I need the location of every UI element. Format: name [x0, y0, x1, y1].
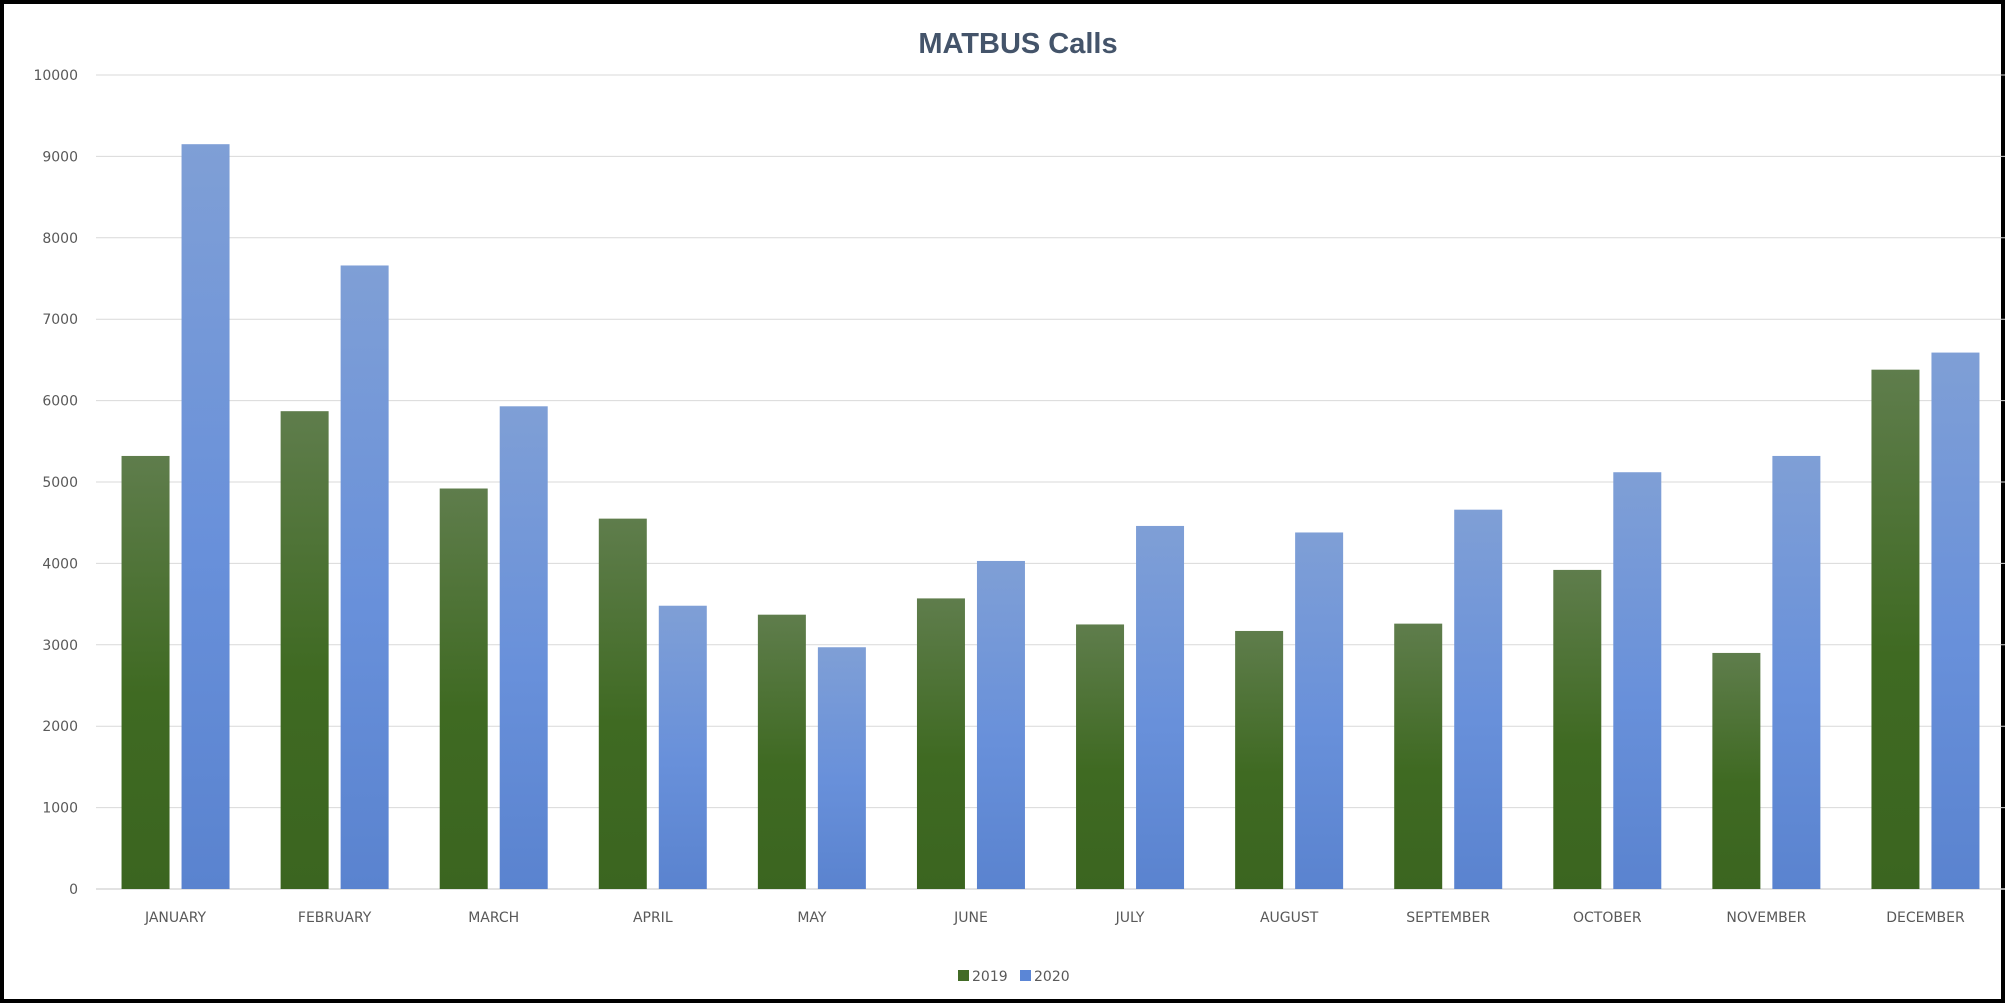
x-tick-label: JUNE [953, 910, 988, 926]
x-tick-label: NOVEMBER [1726, 910, 1806, 926]
x-axis: JANUARY FEBRUARY MARCH APRIL MAY JUNE JULY AUGU… [144, 910, 1965, 926]
bar-2020-december [1931, 352, 1980, 890]
bar-2019-march [439, 488, 488, 889]
y-tick-label: 6000 [42, 394, 78, 410]
legend-swatch-2019 [958, 970, 969, 981]
y-tick-label: 9000 [42, 149, 78, 165]
bar-2019-july [1076, 624, 1125, 889]
legend-label: 2020 [1034, 969, 1070, 985]
x-tick-label: OCTOBER [1573, 910, 1642, 926]
chart-title: MATBUS Calls [918, 28, 1117, 60]
bar-2020-july [1136, 525, 1185, 889]
bar-2020-august [1295, 532, 1344, 889]
y-tick-label: 0 [69, 882, 78, 898]
bar-2020-june [976, 560, 1025, 889]
bar-2020-may [817, 647, 866, 889]
y-tick-label: 5000 [42, 475, 78, 491]
bar-2020-february [340, 265, 389, 889]
bar-2020-november [1772, 455, 1821, 889]
bar-2020-october [1613, 472, 1662, 889]
x-tick-label: JULY [1115, 910, 1145, 926]
bar-2019-october [1553, 569, 1602, 889]
x-tick-label: APRIL [633, 910, 673, 926]
y-tick-label: 4000 [42, 556, 78, 572]
bar-2020-january [181, 144, 230, 889]
y-tick-label: 2000 [42, 719, 78, 735]
bar-2020-september [1454, 509, 1503, 889]
legend-swatch-2020 [1020, 970, 1031, 981]
y-tick-label: 3000 [42, 638, 78, 654]
legend: 2019 2020 [958, 969, 1070, 985]
gridlines [96, 74, 2005, 890]
bar-2019-february [280, 411, 329, 889]
bar-2019-august [1235, 630, 1284, 889]
bar-2019-may [757, 614, 806, 889]
bar-2019-june [916, 598, 965, 889]
bar-2019-april [598, 518, 647, 889]
y-axis: 0 1000 2000 3000 4000 5000 6000 7000 8000 9000 100… [33, 68, 78, 898]
x-tick-label: FEBRUARY [298, 910, 372, 926]
x-tick-label: DECEMBER [1886, 910, 1965, 926]
x-tick-label: MAY [797, 910, 827, 926]
bar-2019-november [1712, 652, 1761, 889]
bar-2019-december [1871, 369, 1920, 890]
y-tick-label: 7000 [42, 312, 78, 328]
x-tick-label: JANUARY [144, 910, 207, 926]
legend-label: 2019 [972, 969, 1008, 985]
x-tick-label: SEPTEMBER [1406, 910, 1490, 926]
y-tick-label: 1000 [42, 801, 78, 817]
bars [121, 144, 1980, 890]
x-tick-label: AUGUST [1260, 910, 1319, 926]
bar-2020-march [499, 406, 548, 889]
bar-2019-september [1394, 623, 1443, 889]
y-tick-label: 8000 [42, 231, 78, 247]
bar-2019-january [121, 455, 170, 889]
x-tick-label: MARCH [468, 910, 519, 926]
y-tick-label: 10000 [33, 68, 78, 84]
bar-2020-april [658, 605, 707, 889]
